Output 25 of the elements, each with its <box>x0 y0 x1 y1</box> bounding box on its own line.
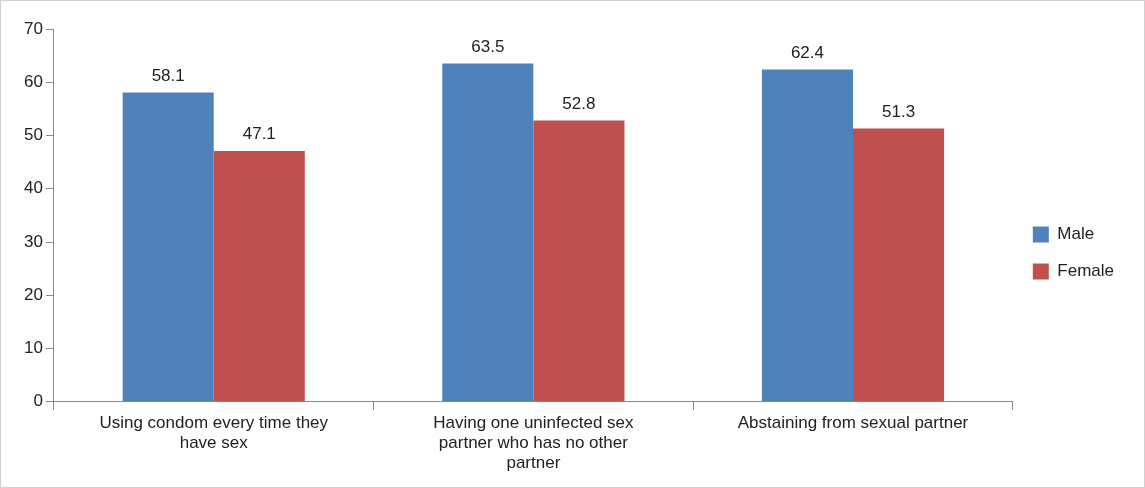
y-tick-label: 40 <box>23 178 43 198</box>
legend-label: Male <box>1057 224 1095 244</box>
bar <box>213 150 305 402</box>
y-tick-label: 70 <box>23 18 43 38</box>
y-tick-label: 10 <box>23 338 43 358</box>
x-tick-label: Abstaining from sexual partner <box>737 412 969 432</box>
data-label: 52.8 <box>562 93 596 113</box>
data-label: 58.1 <box>151 65 185 85</box>
y-tick-label: 60 <box>23 71 43 91</box>
x-tick-label: Using condom every time they have sex <box>99 412 329 453</box>
bar <box>853 128 945 402</box>
y-tick-label: 0 <box>33 391 43 411</box>
y-tick-label: 50 <box>23 125 43 145</box>
y-tick-label: 30 <box>23 231 43 251</box>
x-tick-label: Having one uninfected sex partner who has no other partner <box>433 412 635 473</box>
y-tick-label: 20 <box>23 284 43 304</box>
bar <box>761 69 853 402</box>
bar <box>442 63 534 402</box>
data-label: 47.1 <box>242 124 276 144</box>
data-label: 51.3 <box>882 101 916 121</box>
legend-label: Female <box>1057 261 1114 281</box>
data-label: 62.4 <box>790 42 824 62</box>
bar <box>533 120 625 402</box>
data-label: 63.5 <box>471 36 505 56</box>
bar <box>122 92 214 402</box>
